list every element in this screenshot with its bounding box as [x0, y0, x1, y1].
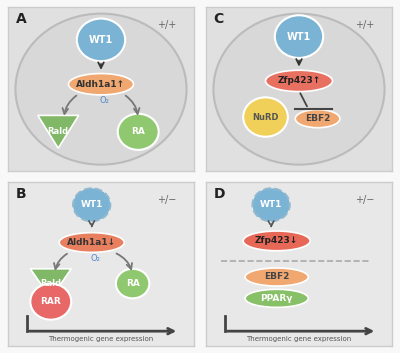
Text: Zfp423↑: Zfp423↑ — [277, 77, 321, 85]
Text: RA: RA — [131, 127, 145, 136]
Ellipse shape — [266, 70, 332, 91]
Text: RA: RA — [126, 279, 140, 288]
Circle shape — [16, 14, 186, 164]
Polygon shape — [38, 115, 79, 148]
Text: EBF2: EBF2 — [305, 114, 330, 123]
Text: +/−: +/− — [355, 195, 374, 205]
Circle shape — [243, 97, 288, 137]
Text: C: C — [214, 12, 224, 26]
Text: Thermogenic gene expression: Thermogenic gene expression — [48, 336, 154, 342]
Text: +/+: +/+ — [355, 20, 374, 30]
Text: A: A — [16, 12, 26, 26]
Ellipse shape — [59, 233, 124, 252]
Circle shape — [252, 189, 290, 221]
Text: +/+: +/+ — [157, 20, 176, 30]
Text: Thermogenic gene expression: Thermogenic gene expression — [246, 336, 352, 342]
Text: O₂: O₂ — [100, 96, 110, 105]
Circle shape — [214, 14, 384, 164]
Text: WT1: WT1 — [287, 32, 311, 42]
Text: O₂: O₂ — [90, 255, 100, 263]
Ellipse shape — [245, 268, 308, 286]
Ellipse shape — [245, 289, 308, 307]
Text: Aldh1a1↓: Aldh1a1↓ — [67, 238, 116, 247]
Text: EBF2: EBF2 — [264, 273, 289, 281]
Text: +/−: +/− — [157, 195, 176, 205]
Polygon shape — [30, 269, 71, 298]
Circle shape — [275, 15, 323, 58]
Circle shape — [30, 283, 71, 320]
Text: RAR: RAR — [40, 297, 61, 306]
Ellipse shape — [295, 110, 340, 128]
Text: NuRD: NuRD — [252, 113, 279, 121]
Text: PPARγ: PPARγ — [260, 294, 293, 303]
Text: Rald: Rald — [48, 127, 69, 136]
Text: WT1: WT1 — [80, 200, 103, 209]
Text: Aldh1a1↑: Aldh1a1↑ — [76, 80, 126, 89]
Ellipse shape — [243, 231, 310, 251]
Circle shape — [118, 114, 159, 150]
Ellipse shape — [68, 73, 134, 95]
Circle shape — [77, 19, 125, 61]
Text: WT1: WT1 — [260, 200, 282, 209]
Circle shape — [73, 189, 110, 221]
Text: Zfp423↓: Zfp423↓ — [255, 237, 298, 245]
Text: B: B — [16, 187, 26, 201]
Circle shape — [116, 269, 149, 298]
Text: WT1: WT1 — [89, 35, 113, 45]
Text: Rald: Rald — [40, 279, 61, 288]
Text: D: D — [214, 187, 225, 201]
